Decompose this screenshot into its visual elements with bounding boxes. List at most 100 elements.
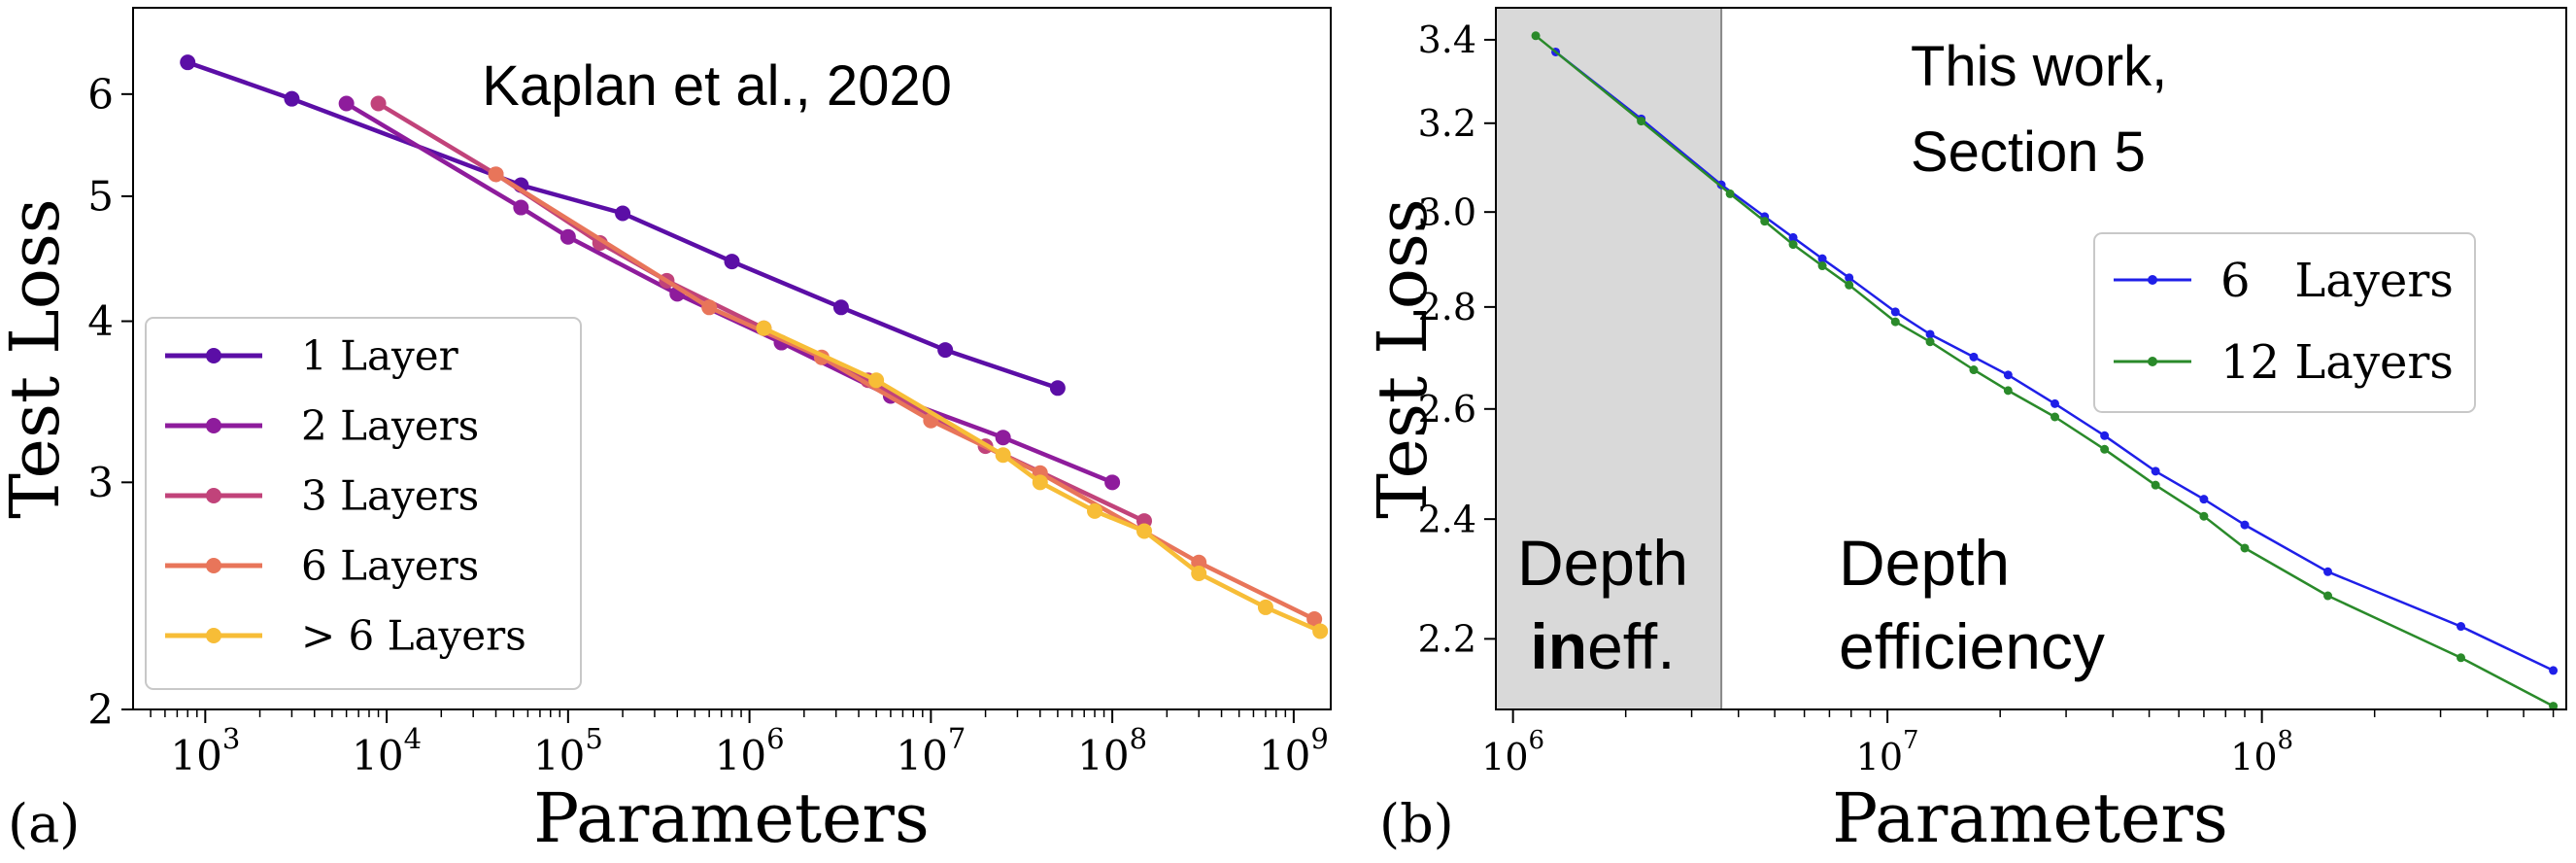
a-legend-label-6-layers: > 6 Layers (301, 612, 526, 660)
b-legend-marker-6-layers (2148, 275, 2157, 285)
plot-frame-b (1495, 7, 2567, 710)
b-point-6-layers (1788, 232, 1798, 242)
a-xtick-label-6: 106 (715, 722, 785, 779)
b-point-6-layers (1845, 273, 1854, 283)
y-axis-label-a: Test Loss (0, 198, 75, 518)
b-xtick-label-8: 108 (2230, 726, 2293, 778)
a-xtick-label-8: 108 (1077, 722, 1147, 779)
a-xtick-label-5: 105 (533, 722, 603, 779)
b-legend-label-6-layers: 6 Layers (2220, 254, 2454, 308)
b-ytick-label-3-2: 3.2 (1418, 102, 1476, 145)
a-legend-label-6-layers: 6 Layers (301, 542, 479, 590)
a-xtick-label-3: 103 (170, 722, 240, 779)
b-xtick-label-6: 106 (1481, 726, 1544, 778)
b-point-12-layers (1969, 365, 1979, 375)
b-xtick-exp-6: 6 (1529, 726, 1545, 755)
a-ytick-label-3: 3 (87, 459, 114, 506)
a-point-2-layers (513, 199, 529, 216)
a-point-1-layer (180, 54, 196, 71)
b-xtick-label-7: 107 (1856, 726, 1919, 778)
a-legend-label-3-layers: 3 Layers (301, 472, 479, 520)
b-ytick-label-2-2: 2.2 (1418, 618, 1476, 661)
a-point-2-layers (1104, 474, 1121, 491)
b-xtick-exp-7: 7 (1903, 726, 1919, 755)
b-point-12-layers (2199, 511, 2209, 521)
region-label-ineff-rest: eff. (1587, 610, 1676, 682)
legend-box-a (145, 317, 582, 690)
annotation-section: Section 5 (1911, 121, 2146, 184)
b-ytick-label-2-4: 2.4 (1418, 498, 1476, 540)
a-point-6-layers (1312, 623, 1329, 639)
annotation-this-work: This work, (1911, 35, 2167, 98)
b-point-6-layers (2003, 370, 2013, 380)
b-point-12-layers (1637, 117, 1646, 126)
a-point-6-layers (1257, 599, 1273, 615)
b-point-12-layers (2323, 591, 2333, 601)
a-point-6-layers (756, 320, 772, 336)
series-lines-b (1531, 31, 2559, 711)
region-label-ineff-line2: ineff. (1530, 610, 1675, 682)
a-point-2-layers (338, 95, 355, 112)
region-label-eff-line1: Depth (1839, 527, 2010, 599)
b-xtick-exp-8: 8 (2278, 726, 2294, 755)
b-point-6-layers (2051, 398, 2060, 408)
depth-inefficiency-region (1496, 8, 1722, 709)
b-point-12-layers (1890, 317, 1900, 327)
b-point-12-layers (1531, 31, 1541, 41)
a-point-1-layer (615, 205, 631, 222)
y-axis-label-b: Test Loss (1363, 198, 1442, 518)
a-legend-marker-6-layers (206, 628, 221, 643)
b-ytick-label-3-0: 3.0 (1418, 190, 1476, 233)
b-point-6-layers (2199, 495, 2209, 504)
a-xtick-exp-7: 7 (948, 722, 966, 755)
a-xtick-label-4: 104 (352, 722, 422, 779)
a-xtick-label-9: 109 (1259, 722, 1329, 779)
b-ytick-label-2-6: 2.6 (1418, 388, 1476, 431)
b-point-6-layers (2151, 466, 2160, 476)
a-ytick-label-2: 2 (87, 686, 114, 734)
a-legend-label-2-layers: 2 Layers (301, 402, 479, 450)
a-xtick-exp-4: 4 (404, 722, 422, 755)
b-point-12-layers (1817, 261, 1827, 271)
a-series-line-1-layer (186, 60, 1059, 391)
panel-b: 106 107 108 2.2 2.4 2.6 2.8 3.0 3.2 3.4 This work… (1363, 7, 2567, 858)
b-point-12-layers (1925, 337, 1935, 347)
a-xtick-exp-9: 9 (1310, 722, 1328, 755)
a-point-1-layer (1049, 380, 1066, 397)
a-legend-marker-6-layers (206, 558, 221, 573)
b-point-6-layers (1925, 329, 1935, 339)
x-axis-label-b: Parameters (1832, 778, 2228, 858)
a-point-1-layer (832, 299, 849, 316)
b-point-6-layers (2100, 431, 2110, 440)
a-point-6-layers (1306, 611, 1323, 628)
a-xtick-label-7: 107 (896, 722, 966, 779)
a-xtick-exp-6: 6 (766, 722, 784, 755)
legend-b: 6 Layers 12 Layers (2093, 232, 2476, 413)
legend-items-b: 6 Layers 12 Layers (2114, 254, 2454, 390)
a-legend-marker-2-layers (206, 418, 221, 433)
b-point-6-layers (1890, 307, 1900, 317)
b-point-12-layers (1788, 240, 1798, 250)
b-point-6-layers (1969, 352, 1979, 362)
a-point-3-layers (370, 95, 387, 112)
legend-box-b (2093, 232, 2476, 413)
b-point-6-layers (1817, 254, 1827, 263)
a-point-6-layers (488, 166, 504, 183)
b-point-6-layers (2549, 666, 2559, 675)
a-point-6-layers (868, 372, 885, 389)
b-point-12-layers (2457, 653, 2466, 663)
a-point-2-layers (559, 228, 576, 245)
a-point-1-layer (724, 254, 740, 270)
series-lines-a (180, 54, 1329, 639)
b-point-6-layers (2457, 622, 2466, 632)
a-legend-label-1-layer: 1 Layer (301, 332, 459, 380)
a-point-6-layers (1136, 523, 1153, 539)
a-point-6-layers (1191, 554, 1207, 570)
axes-ticks-a: 103 104 105 106 107 108 109 2 3 4 5 6 (87, 71, 1329, 779)
region-label-ineff-line1: Depth (1517, 527, 1688, 599)
a-ytick-label-4: 4 (87, 297, 114, 345)
a-point-1-layer (284, 90, 300, 107)
b-point-6-layers (2323, 567, 2333, 576)
region-label-ineff-bold: in (1530, 610, 1587, 682)
b-point-12-layers (2240, 543, 2250, 553)
